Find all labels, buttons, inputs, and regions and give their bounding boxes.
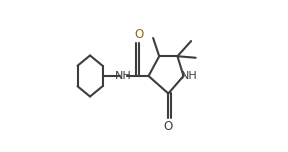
Text: O: O	[134, 28, 144, 41]
Text: NH: NH	[181, 71, 198, 81]
Text: O: O	[164, 120, 173, 133]
Text: NH: NH	[115, 71, 132, 81]
